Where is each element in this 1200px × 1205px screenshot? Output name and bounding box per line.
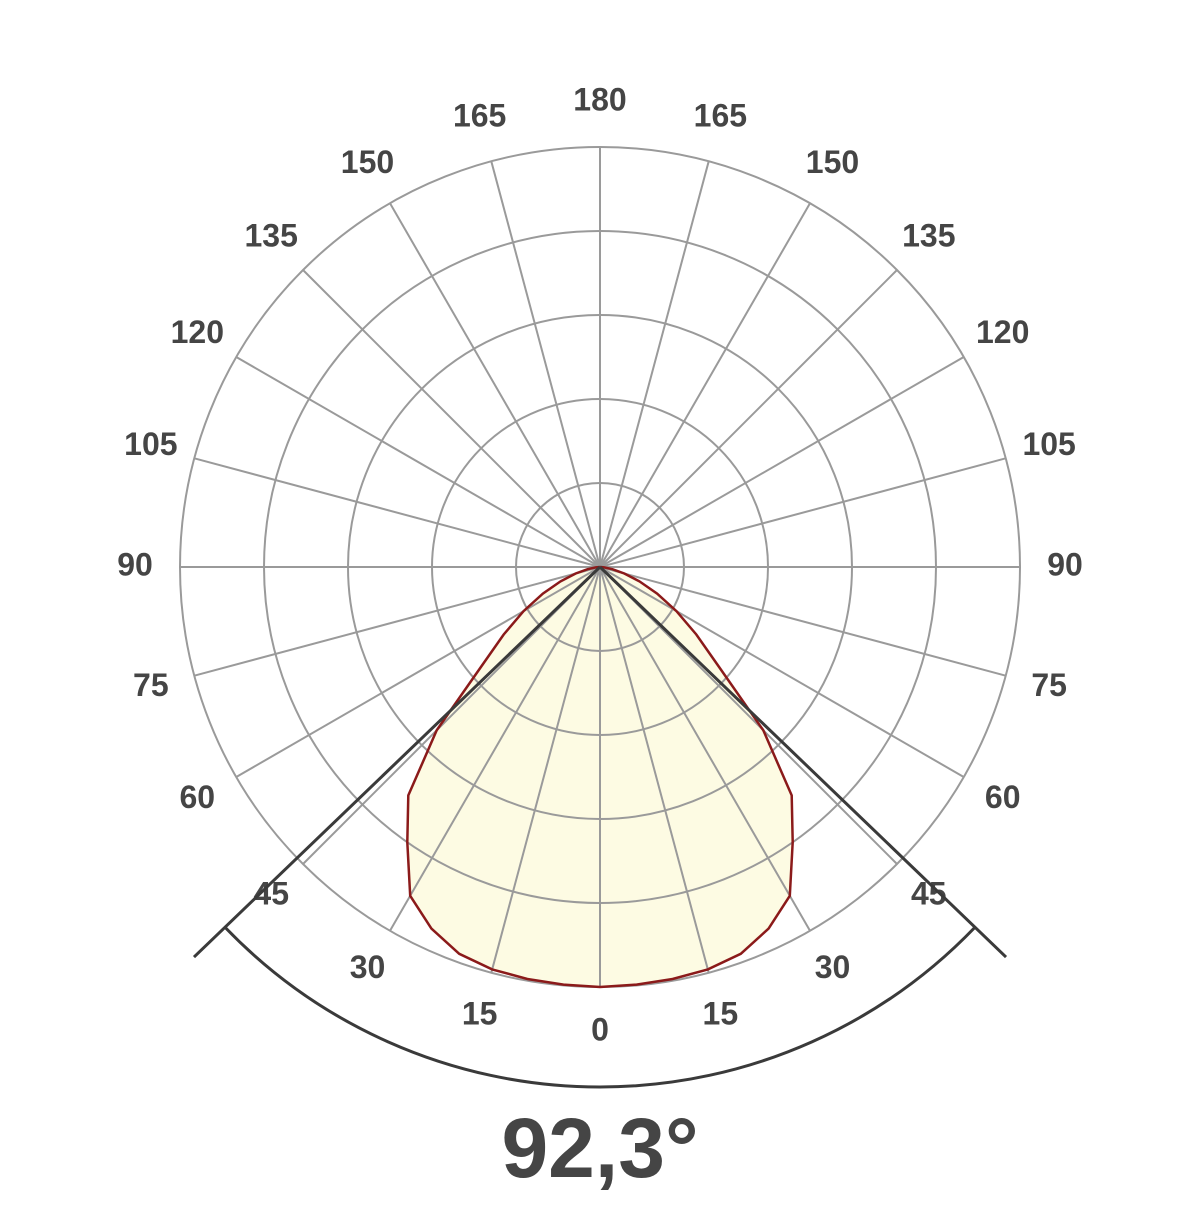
- angle-label: 75: [133, 667, 169, 703]
- beam-arc: [223, 926, 977, 1089]
- angle-label: 75: [1031, 667, 1067, 703]
- grid-spoke: [599, 356, 965, 568]
- grid-spoke: [599, 566, 811, 932]
- grid-spoke: [235, 356, 601, 568]
- intensity-curve: [406, 565, 794, 989]
- grid-spoke: [194, 566, 601, 677]
- grid-spoke: [194, 457, 601, 568]
- angle-label: 105: [1022, 426, 1075, 462]
- angle-label: 90: [1047, 546, 1083, 582]
- angle-label: 105: [124, 426, 177, 462]
- grid-spoke: [389, 202, 601, 568]
- angle-label: 30: [815, 949, 851, 985]
- angle-label: 15: [462, 996, 498, 1032]
- grid-spoke: [599, 161, 710, 568]
- angle-label: 165: [694, 97, 747, 133]
- grid-spoke: [599, 566, 965, 778]
- angle-label: 150: [341, 144, 394, 180]
- grid-spoke: [302, 269, 601, 568]
- grid-spoke: [599, 566, 1006, 677]
- angle-label: 90: [117, 546, 153, 582]
- angle-label: 120: [171, 314, 224, 350]
- angle-label: 15: [703, 996, 739, 1032]
- grid-spoke: [490, 161, 601, 568]
- grid-spoke: [599, 566, 710, 973]
- beam-line: [598, 565, 1008, 959]
- grid-spoke: [599, 269, 898, 568]
- beam-line: [192, 565, 602, 959]
- beam-angle-label: 92,3°: [501, 1101, 698, 1195]
- grid-spoke: [389, 566, 601, 932]
- angle-label: 0: [591, 1011, 609, 1047]
- angle-label: 165: [453, 97, 506, 133]
- angle-label: 120: [976, 314, 1029, 350]
- grid-spoke: [235, 566, 601, 778]
- grid-spoke: [599, 202, 811, 568]
- angle-label: 150: [806, 144, 859, 180]
- grid-spoke: [599, 457, 1006, 568]
- angle-label: 30: [350, 949, 386, 985]
- angle-label: 60: [180, 779, 216, 815]
- angle-label: 180: [573, 81, 626, 117]
- grid-spoke: [490, 566, 601, 973]
- angle-label: 60: [985, 779, 1021, 815]
- angle-label: 135: [245, 218, 298, 254]
- angle-label: 135: [902, 218, 955, 254]
